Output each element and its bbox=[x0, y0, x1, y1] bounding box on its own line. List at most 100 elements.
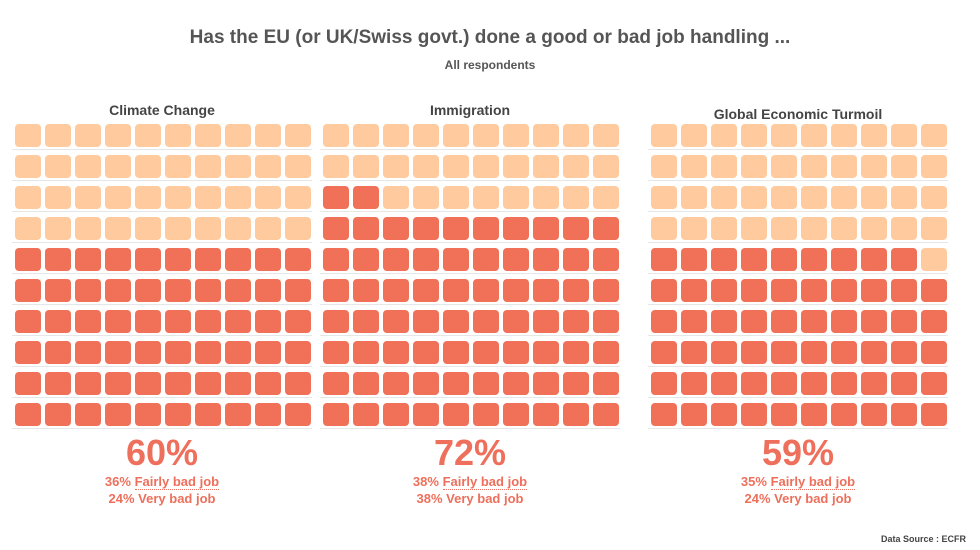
waffle-cell-other bbox=[831, 217, 857, 240]
waffle-cell-bad bbox=[891, 341, 917, 364]
waffle-cell-bad bbox=[195, 341, 221, 364]
waffle-cell-other bbox=[741, 217, 767, 240]
waffle-cell-bad bbox=[771, 248, 797, 271]
waffle-cell-bad bbox=[323, 217, 349, 240]
row-divider bbox=[648, 304, 948, 305]
waffle-cell-bad bbox=[135, 310, 161, 333]
waffle-cell-bad bbox=[711, 248, 737, 271]
waffle-cell-bad bbox=[563, 248, 589, 271]
waffle-cell-bad bbox=[533, 217, 559, 240]
fairly-bad-line: 35% Fairly bad job bbox=[648, 474, 948, 490]
waffle-cell-bad bbox=[383, 279, 409, 302]
waffle-cell-other bbox=[741, 186, 767, 209]
waffle-cell-bad bbox=[503, 372, 529, 395]
waffle-cell-bad bbox=[533, 372, 559, 395]
waffle-cell-bad bbox=[383, 248, 409, 271]
waffle-cell-bad bbox=[45, 372, 71, 395]
row-divider bbox=[12, 273, 312, 274]
waffle-cell-other bbox=[165, 217, 191, 240]
waffle-cell-bad bbox=[45, 310, 71, 333]
waffle-cell-bad bbox=[195, 248, 221, 271]
panel-title: Climate Change bbox=[109, 102, 215, 118]
row-divider bbox=[648, 149, 948, 150]
waffle-cell-bad bbox=[681, 279, 707, 302]
row-divider bbox=[320, 397, 620, 398]
waffle-cell-other bbox=[323, 124, 349, 147]
waffle-cell-bad bbox=[255, 248, 281, 271]
waffle-cell-other bbox=[225, 124, 251, 147]
waffle-cell-bad bbox=[921, 403, 947, 426]
row-divider bbox=[648, 397, 948, 398]
waffle-cell-other bbox=[741, 155, 767, 178]
row-divider bbox=[648, 366, 948, 367]
fairly-bad-label: Fairly bad job bbox=[770, 474, 856, 490]
waffle-cell-bad bbox=[473, 217, 499, 240]
waffle-cell-bad bbox=[323, 403, 349, 426]
waffle-cell-bad bbox=[503, 341, 529, 364]
waffle-cell-other bbox=[801, 186, 827, 209]
waffle-cell-other bbox=[593, 124, 619, 147]
waffle-cell-other bbox=[15, 217, 41, 240]
very-bad-label: Very bad job bbox=[774, 491, 852, 506]
waffle-cell-bad bbox=[323, 372, 349, 395]
waffle-cell-bad bbox=[771, 341, 797, 364]
row-divider bbox=[12, 304, 312, 305]
waffle-cell-bad bbox=[741, 310, 767, 333]
waffle-cell-other bbox=[105, 124, 131, 147]
waffle-cell-other bbox=[741, 124, 767, 147]
waffle-cell-bad bbox=[861, 279, 887, 302]
fairly-bad-line: 38% Fairly bad job bbox=[320, 474, 620, 490]
waffle-cell-bad bbox=[593, 217, 619, 240]
waffle-cell-bad bbox=[353, 403, 379, 426]
waffle-cell-bad bbox=[353, 341, 379, 364]
waffle-cell-other bbox=[45, 217, 71, 240]
waffle-panel-global-economic-turmoil: Global Economic Turmoil 59% 35% Fairly b… bbox=[648, 100, 948, 506]
waffle-cell-bad bbox=[255, 279, 281, 302]
waffle-cell-bad bbox=[443, 372, 469, 395]
row-divider bbox=[320, 242, 620, 243]
waffle-cell-bad bbox=[533, 248, 559, 271]
waffle-cell-other bbox=[473, 124, 499, 147]
waffle-cell-bad bbox=[563, 341, 589, 364]
very-bad-label: Very bad job bbox=[138, 491, 216, 506]
waffle-cell-bad bbox=[651, 310, 677, 333]
waffle-cell-bad bbox=[593, 248, 619, 271]
waffle-cell-bad bbox=[771, 279, 797, 302]
waffle-cell-other bbox=[225, 155, 251, 178]
waffle-cell-bad bbox=[921, 310, 947, 333]
waffle-cell-bad bbox=[135, 403, 161, 426]
waffle-cell-bad bbox=[15, 403, 41, 426]
very-bad-pct: 38% bbox=[416, 491, 443, 506]
waffle-cell-bad bbox=[195, 279, 221, 302]
waffle-cell-bad bbox=[443, 217, 469, 240]
waffle-cell-bad bbox=[165, 341, 191, 364]
waffle-cell-bad bbox=[323, 310, 349, 333]
waffle-cell-bad bbox=[255, 403, 281, 426]
waffle-cell-bad bbox=[861, 248, 887, 271]
waffle-cell-bad bbox=[443, 341, 469, 364]
waffle-cell-other bbox=[921, 155, 947, 178]
row-divider bbox=[320, 149, 620, 150]
waffle-cell-bad bbox=[831, 403, 857, 426]
row-divider bbox=[12, 366, 312, 367]
waffle-cell-bad bbox=[681, 341, 707, 364]
waffle-cell-other bbox=[921, 217, 947, 240]
waffle-cell-bad bbox=[105, 372, 131, 395]
row-divider bbox=[12, 397, 312, 398]
waffle-cell-bad bbox=[75, 403, 101, 426]
waffle-cell-bad bbox=[681, 372, 707, 395]
waffle-cell-bad bbox=[801, 403, 827, 426]
waffle-cell-other bbox=[165, 186, 191, 209]
very-bad-pct: 24% bbox=[108, 491, 135, 506]
waffle-cell-bad bbox=[771, 403, 797, 426]
waffle-cell-bad bbox=[45, 403, 71, 426]
fairly-bad-label: Fairly bad job bbox=[134, 474, 220, 490]
waffle-cell-bad bbox=[225, 372, 251, 395]
fairly-bad-label: Fairly bad job bbox=[442, 474, 528, 490]
waffle-cell-other bbox=[503, 155, 529, 178]
waffle-cell-bad bbox=[383, 310, 409, 333]
waffle-cell-bad bbox=[711, 279, 737, 302]
waffle-cell-bad bbox=[353, 248, 379, 271]
waffle-cell-bad bbox=[741, 403, 767, 426]
waffle-cell-bad bbox=[105, 341, 131, 364]
